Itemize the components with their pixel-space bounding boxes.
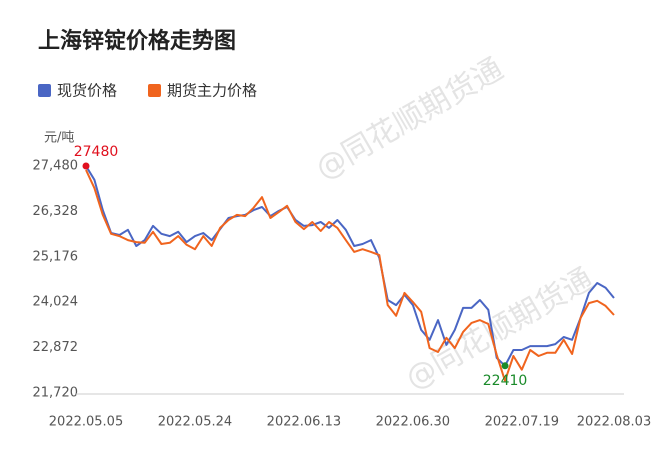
watermark: @同花顺期货通 bbox=[310, 51, 509, 186]
x-tick-label: 2022.06.13 bbox=[267, 415, 341, 430]
legend-swatch bbox=[38, 84, 51, 97]
y-tick-label: 24,024 bbox=[33, 295, 79, 310]
x-tick-label: 2022.06.30 bbox=[376, 415, 450, 430]
annotation-label: 27480 bbox=[74, 144, 119, 160]
chart-title: 上海锌锭价格走势图 bbox=[38, 28, 236, 54]
y-tick-label: 26,328 bbox=[33, 204, 79, 219]
annotation-label: 22410 bbox=[483, 373, 528, 389]
x-tick-label: 2022.08.03 bbox=[577, 415, 651, 430]
y-tick-label: 21,720 bbox=[33, 386, 79, 401]
y-tick-label: 27,480 bbox=[33, 159, 79, 174]
x-tick-label: 2022.05.05 bbox=[49, 415, 123, 430]
annotation-dot bbox=[501, 362, 509, 370]
series-line bbox=[85, 169, 615, 382]
x-tick-label: 2022.05.24 bbox=[158, 415, 232, 430]
y-tick-label: 25,176 bbox=[33, 249, 79, 264]
x-tick-label: 2022.07.19 bbox=[485, 415, 559, 430]
series-line bbox=[85, 165, 615, 367]
y-unit: 元/吨 bbox=[44, 131, 74, 146]
y-tick-label: 22,872 bbox=[33, 340, 79, 355]
legend-label: 现货价格 bbox=[57, 82, 117, 100]
annotation-dot bbox=[82, 162, 90, 170]
legend-swatch bbox=[148, 84, 161, 97]
legend-label: 期货主力价格 bbox=[167, 82, 257, 100]
